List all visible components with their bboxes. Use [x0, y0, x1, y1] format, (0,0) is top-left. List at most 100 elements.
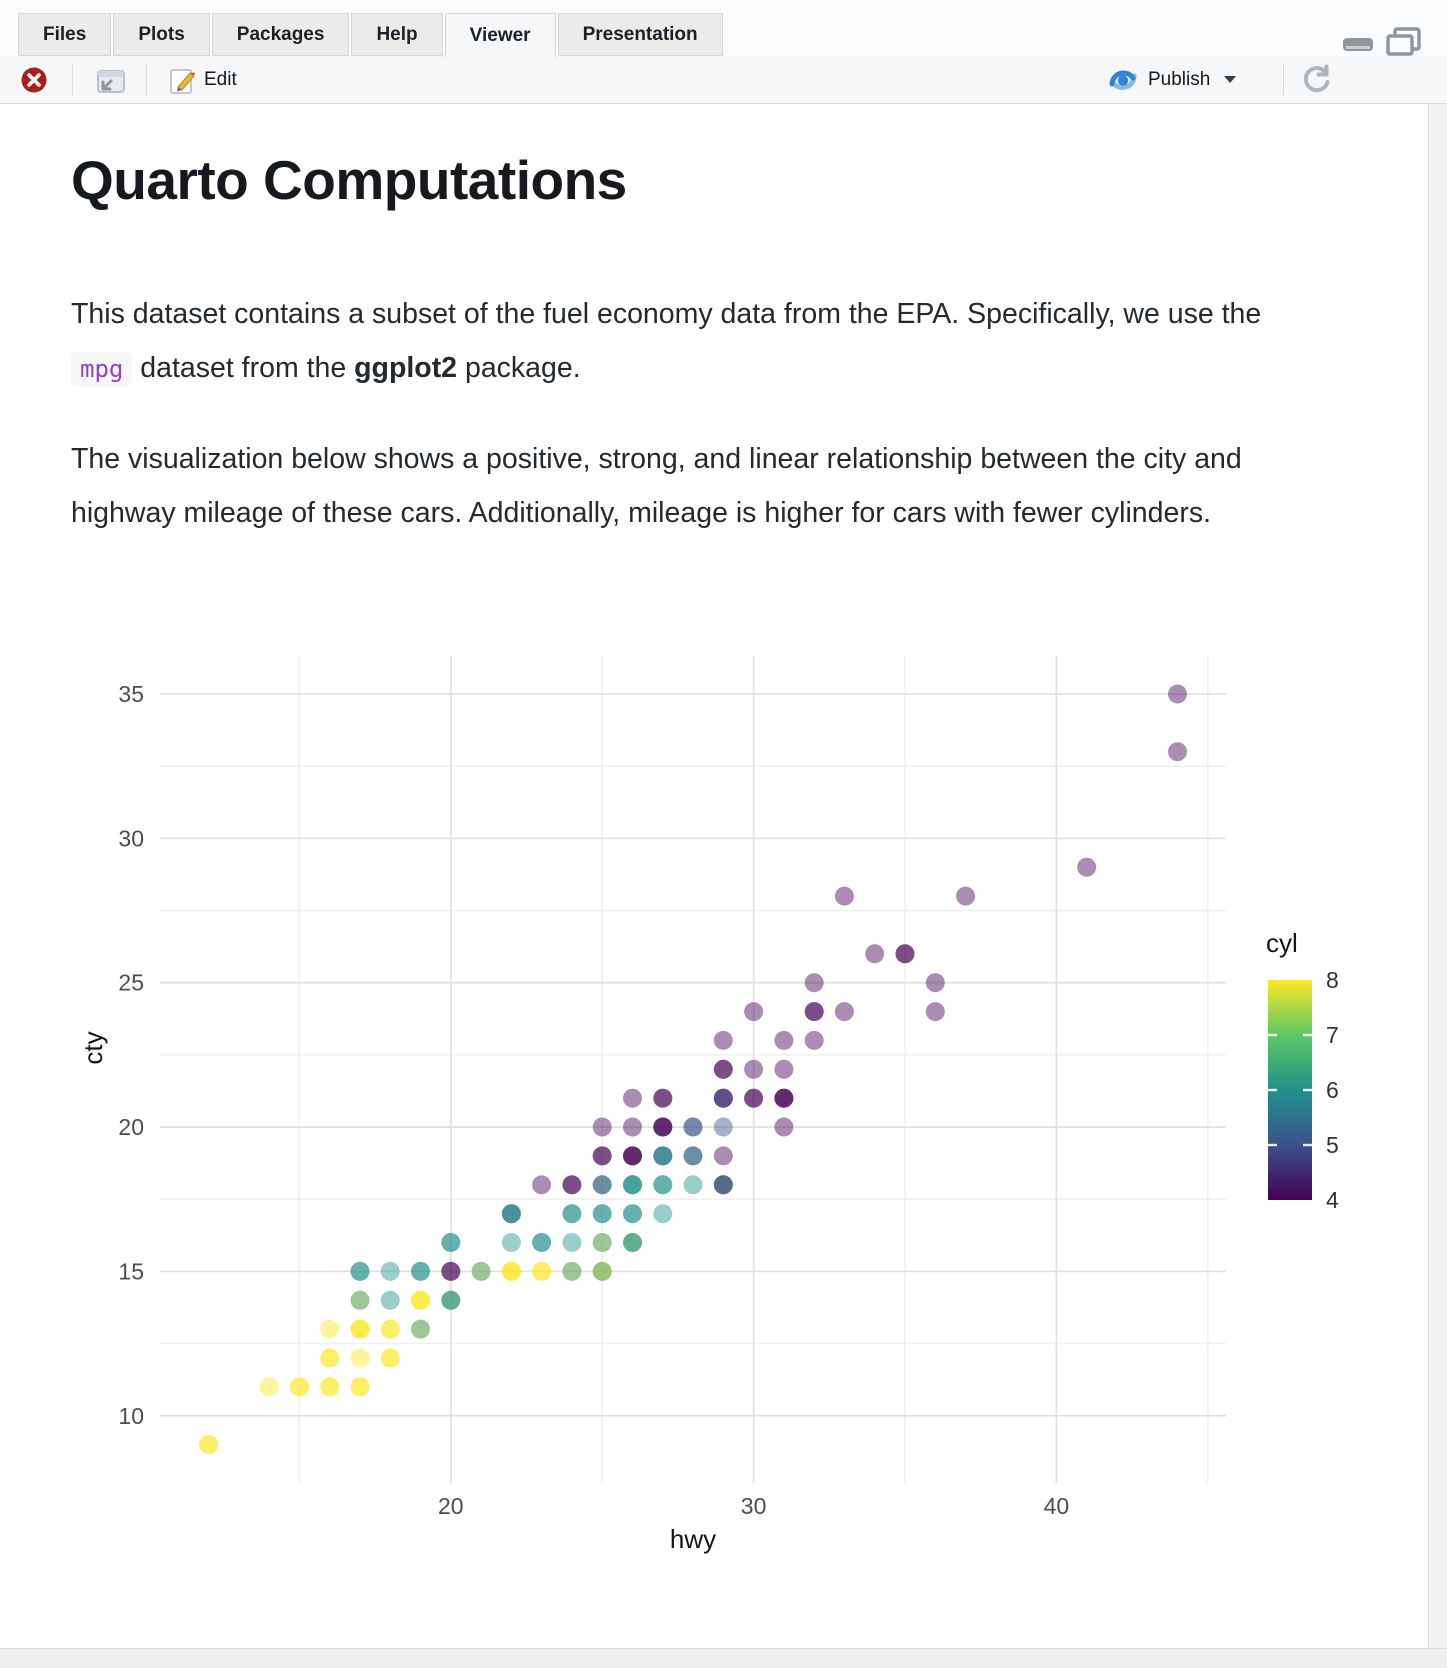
tab-files[interactable]: Files — [18, 13, 112, 56]
scatter-point — [895, 944, 915, 964]
scatter-point — [532, 1233, 552, 1252]
scatter-point — [623, 1204, 642, 1224]
scatter-point — [532, 1261, 552, 1281]
scatter-point — [411, 1290, 430, 1310]
scatter-point — [501, 1261, 521, 1281]
scatter-point — [320, 1377, 340, 1397]
scatter-point — [411, 1290, 430, 1310]
viewer-toolbar: Edit Publish — [0, 56, 1447, 104]
x-axis-title: hwy — [670, 1524, 716, 1554]
scatter-point — [713, 1146, 733, 1166]
scatter-point — [441, 1290, 461, 1310]
scatter-point — [804, 1002, 824, 1022]
scatter-point — [501, 1261, 521, 1281]
scatter-point — [411, 1261, 430, 1281]
scatter-point — [774, 1088, 794, 1108]
scatter-point — [411, 1290, 430, 1310]
tab-help[interactable]: Help — [351, 13, 443, 56]
legend-tick-label: 5 — [1326, 1132, 1339, 1158]
scatter-point — [592, 1146, 612, 1166]
bold-ggplot2: ggplot2 — [354, 351, 458, 384]
edit-button[interactable]: Edit — [168, 56, 237, 103]
scatter-point — [683, 1146, 703, 1166]
publish-button[interactable]: Publish — [1106, 56, 1237, 103]
scatter-point — [713, 1030, 733, 1050]
scatter-plot-hwy-cty: 20 30 40 10 15 20 25 30 35 hwy cty cyl 8 7 6 5 4 — [78, 656, 1339, 1554]
scatter-point — [592, 1261, 612, 1281]
tab-viewer[interactable]: Viewer — [444, 13, 556, 58]
legend-cyl: cyl 8 7 6 5 4 — [1266, 928, 1339, 1213]
pane-bottom-border — [0, 1648, 1447, 1668]
scatter-point — [623, 1146, 642, 1166]
scatter-point — [411, 1319, 430, 1339]
edit-button-label: Edit — [204, 68, 237, 90]
scatter-point — [501, 1204, 521, 1224]
inline-code-mpg: mpg — [71, 351, 133, 386]
scatter-point — [744, 1088, 764, 1108]
scatter-point — [411, 1261, 430, 1281]
y-tick-label: 35 — [118, 681, 144, 707]
scatter-point — [774, 1117, 794, 1137]
scatter-point — [623, 1175, 642, 1195]
scatter-point — [592, 1117, 612, 1137]
scatter-point — [744, 1002, 764, 1022]
scatter-point — [623, 1233, 642, 1252]
scatter-point — [320, 1377, 340, 1397]
legend-tick-label: 4 — [1326, 1187, 1339, 1213]
y-axis-tick-labels: 10 15 20 25 30 35 — [118, 681, 144, 1429]
scatter-point — [623, 1117, 642, 1137]
chevron-down-icon — [1224, 76, 1237, 83]
scatter-point — [683, 1146, 703, 1166]
scatter-point — [441, 1290, 461, 1310]
scrollbar-gutter[interactable] — [1428, 104, 1447, 1648]
pane-tab-bar: Files Plots Packages Help Viewer Presentation — [0, 13, 1447, 58]
scatter-point — [199, 1435, 219, 1455]
grid-major — [160, 656, 1226, 1483]
scatter-point — [562, 1261, 582, 1281]
open-in-new-window-button[interactable] — [94, 56, 126, 103]
scatter-point — [925, 1002, 945, 1022]
scatter-point — [623, 1146, 642, 1166]
scatter-point — [774, 1088, 794, 1108]
scatter-point — [380, 1348, 400, 1368]
scatter-point — [683, 1117, 703, 1137]
maximize-icon[interactable] — [1385, 27, 1423, 57]
scatter-point — [713, 1175, 733, 1195]
legend-title: cyl — [1266, 928, 1298, 958]
page-title: Quarto Computations — [71, 149, 627, 211]
scatter-point — [562, 1233, 582, 1252]
scatter-point — [1168, 742, 1187, 762]
scatter-point — [532, 1175, 552, 1195]
scatter-point — [411, 1319, 430, 1339]
scatter-point — [471, 1261, 491, 1281]
scatter-point — [834, 1002, 854, 1022]
scatter-point — [532, 1261, 552, 1281]
scatter-point — [653, 1146, 673, 1166]
scatter-point — [653, 1117, 673, 1137]
stop-button[interactable] — [20, 56, 48, 103]
scatter-point — [804, 1030, 824, 1050]
minimize-icon[interactable] — [1341, 29, 1375, 55]
scatter-point — [713, 1088, 733, 1108]
scatter-point — [350, 1319, 370, 1339]
x-tick-label: 40 — [1044, 1493, 1070, 1519]
y-tick-label: 15 — [118, 1258, 144, 1284]
refresh-button[interactable] — [1298, 56, 1334, 103]
scatter-point — [320, 1348, 340, 1368]
toolbar-separator — [146, 64, 147, 95]
edit-pencil-icon — [170, 68, 195, 94]
scatter-point — [320, 1348, 340, 1368]
tab-presentation[interactable]: Presentation — [557, 13, 723, 56]
scatter-point — [289, 1377, 309, 1397]
scatter-point — [653, 1088, 673, 1108]
scatter-point — [441, 1233, 461, 1252]
scatter-point — [956, 886, 976, 906]
y-axis-title: cty — [78, 1031, 108, 1064]
scatter-point — [623, 1088, 642, 1108]
scatter-point — [471, 1261, 491, 1281]
tab-plots[interactable]: Plots — [113, 13, 210, 56]
scatter-point — [441, 1261, 461, 1281]
tab-packages[interactable]: Packages — [211, 13, 350, 56]
scatter-point — [350, 1319, 370, 1339]
scatter-point — [289, 1377, 309, 1397]
